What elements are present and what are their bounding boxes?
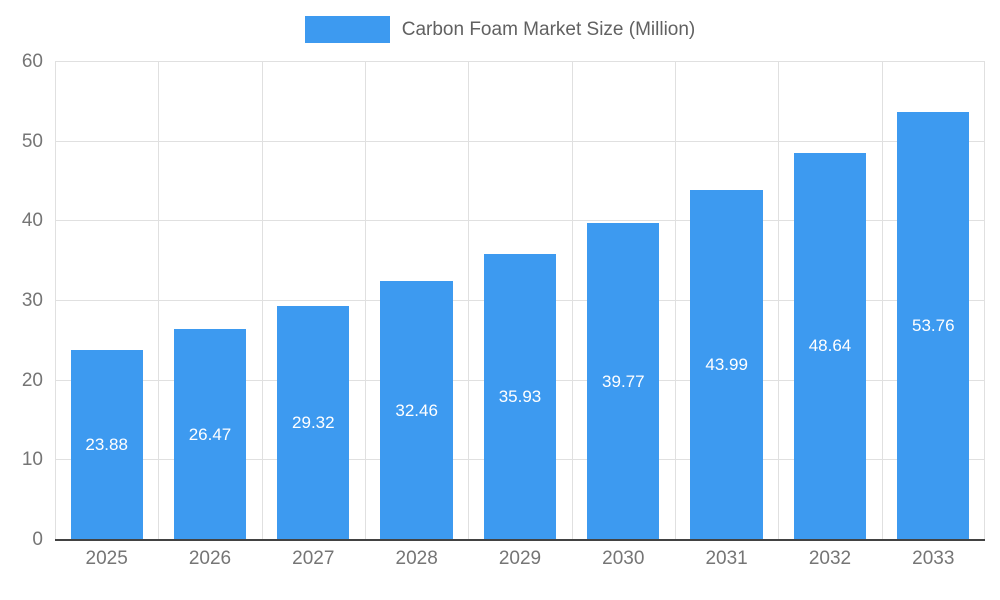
y-tick-label: 0: [32, 529, 43, 550]
x-tick-label: 2030: [602, 548, 645, 569]
gridline-vertical: [881, 62, 883, 540]
y-tick-label: 20: [21, 369, 43, 391]
legend[interactable]: Carbon Foam Market Size (Million): [0, 16, 1000, 43]
plot-area: 0 10 20 30 40 50 60 23.88 26.47 29.32 32.46 35.93 3…: [22, 51, 985, 550]
gridline: [55, 220, 985, 222]
bar-band: 35.93: [468, 62, 571, 540]
bar-2029[interactable]: 35.93: [483, 253, 557, 540]
bar-value-label: 23.88: [85, 434, 128, 454]
bar-value-label: 35.93: [498, 386, 542, 406]
gridline: [55, 140, 985, 142]
legend-label: Carbon Foam Market Size (Million): [401, 19, 696, 40]
bar-2027[interactable]: 29.32: [277, 306, 350, 540]
y-tick-label: 10: [21, 449, 43, 471]
bar-value-label: 48.64: [808, 336, 852, 356]
bar-band: 26.47: [158, 62, 261, 540]
bar-series: 23.88 26.47 29.32 32.46 35.93 39.77 43.99 48.64…: [55, 62, 985, 540]
x-tick-label: 2025: [85, 548, 128, 569]
bar-2028[interactable]: 32.46: [380, 281, 453, 540]
bar-value-label: 29.32: [292, 413, 335, 433]
bar-2026[interactable]: 26.47: [173, 329, 247, 540]
bar-value-label: 39.77: [602, 371, 645, 391]
bar-2030[interactable]: 39.77: [587, 223, 660, 540]
x-axis: 2025 2026 2027 2028 2029 2030 2031 2032 2033: [55, 548, 985, 570]
legend-swatch: [304, 16, 390, 43]
gridline-vertical: [674, 62, 676, 540]
gridline-vertical: [468, 62, 470, 540]
gridline: [55, 61, 985, 62]
bar-value-label: 32.46: [395, 400, 438, 420]
bar-band: 53.76: [882, 62, 985, 540]
x-tick-label: 2026: [188, 548, 232, 569]
x-tick-label: 2033: [912, 548, 955, 569]
bar-value-label: 43.99: [705, 354, 748, 374]
y-tick-label: 40: [21, 210, 43, 232]
gridline-vertical: [261, 62, 263, 540]
gridline-vertical: [364, 62, 366, 540]
bar-band: 23.88: [55, 62, 158, 540]
x-tick-label: 2032: [808, 548, 852, 569]
gridline-vertical: [571, 62, 573, 540]
bar-band: 39.77: [572, 62, 675, 540]
gridline-vertical: [158, 62, 160, 540]
x-axis-line: [55, 539, 985, 541]
y-tick-label: 30: [21, 290, 43, 311]
bar-2031[interactable]: 43.99: [690, 189, 763, 540]
gridline-vertical: [984, 62, 985, 540]
bar-band: 29.32: [262, 62, 365, 540]
gridline-vertical: [55, 62, 56, 540]
bar-value-label: 53.76: [912, 315, 955, 335]
bar-value-label: 26.47: [188, 424, 232, 444]
bar-2033[interactable]: 53.76: [897, 111, 970, 540]
x-tick-label: 2031: [705, 548, 748, 569]
bar-band: 32.46: [365, 62, 468, 540]
y-tick-label: 50: [21, 130, 43, 152]
bar-band: 43.99: [675, 62, 778, 540]
bar-band: 48.64: [778, 62, 881, 540]
bar-2025[interactable]: 23.88: [70, 349, 143, 540]
y-tick-label: 60: [21, 51, 43, 72]
bar-2032[interactable]: 48.64: [793, 152, 867, 540]
x-tick-label: 2028: [395, 548, 438, 569]
gridline-vertical: [778, 62, 780, 540]
x-tick-label: 2029: [498, 548, 542, 569]
x-tick-label: 2027: [292, 548, 335, 569]
